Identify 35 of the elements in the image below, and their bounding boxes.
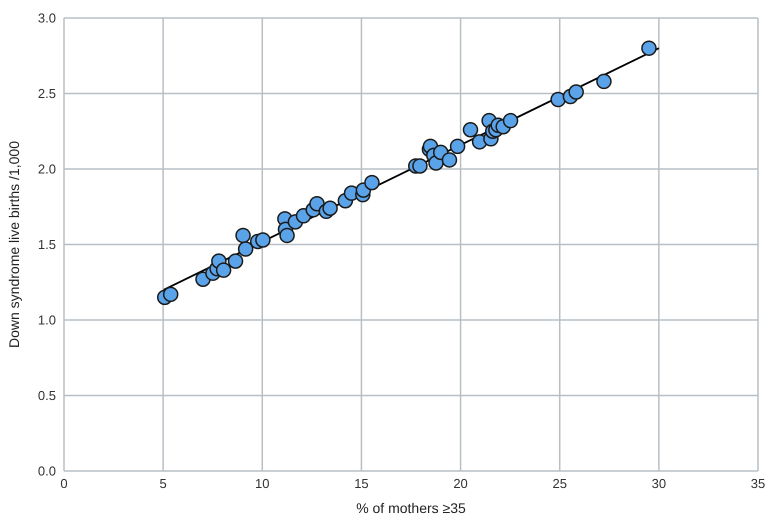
point xyxy=(550,92,566,108)
x-tick-label: 5 xyxy=(160,476,167,492)
y-tick-label: 1.5 xyxy=(38,237,56,252)
point xyxy=(641,40,657,56)
point xyxy=(228,253,244,269)
x-tick-label: 10 xyxy=(255,476,270,492)
y-tick-label: 2.5 xyxy=(38,86,56,102)
y-tick-label: 3.0 xyxy=(38,10,56,26)
y-tick-label: 1.0 xyxy=(38,312,56,328)
point xyxy=(462,122,478,138)
point xyxy=(568,84,584,100)
x-axis-title: % of mothers ≥35 xyxy=(356,500,466,516)
y-tick-label: 0.0 xyxy=(38,464,56,479)
x-tick-label: 30 xyxy=(652,476,666,492)
point xyxy=(596,74,612,90)
point xyxy=(255,232,271,248)
point xyxy=(450,138,466,154)
point xyxy=(162,286,178,302)
x-tick-label: 25 xyxy=(552,476,567,492)
y-axis-title: Down syndrome live births /1,000 xyxy=(6,140,22,348)
x-tick-label: 0 xyxy=(60,476,68,492)
point xyxy=(279,228,295,244)
x-tick-label: 20 xyxy=(453,476,468,492)
y-tick-label: 2.0 xyxy=(38,162,56,177)
point xyxy=(364,174,380,190)
point xyxy=(235,228,251,244)
point xyxy=(442,152,458,168)
point xyxy=(412,158,428,174)
point xyxy=(216,262,232,278)
point xyxy=(322,200,338,216)
x-tick-label: 15 xyxy=(354,476,369,492)
point xyxy=(238,241,254,257)
point xyxy=(502,112,518,128)
y-tick-label: 0.5 xyxy=(38,388,56,404)
x-tick-label: 35 xyxy=(750,476,766,492)
